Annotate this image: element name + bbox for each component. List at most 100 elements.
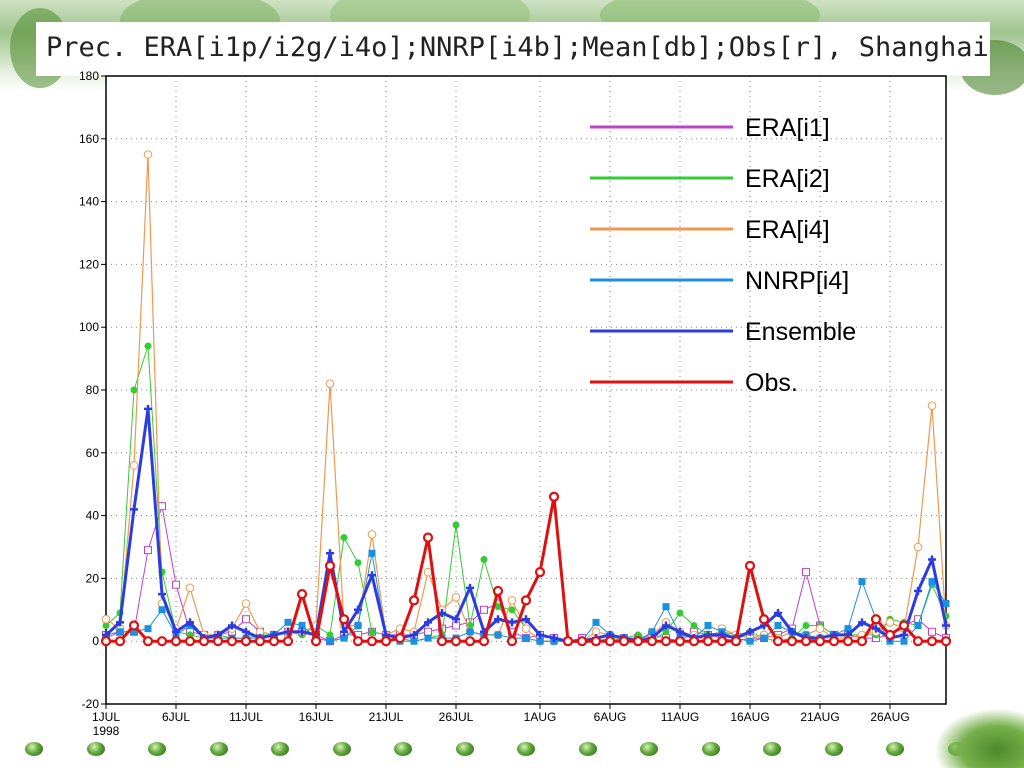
- point-era_i2: [508, 606, 516, 614]
- point-obs: [898, 620, 910, 631]
- point-nnrp_i4: [424, 634, 432, 642]
- point-era_i2: [368, 628, 376, 636]
- x-tick-label: 1JUL: [92, 710, 120, 724]
- point-ensemble: [340, 627, 348, 636]
- point-era_i2: [144, 342, 152, 350]
- point-ensemble: [536, 630, 544, 639]
- bullet-decoration: [701, 742, 720, 756]
- bullet-decoration: [148, 742, 166, 756]
- point-obs: [394, 632, 406, 644]
- point-era_i4: [325, 379, 335, 389]
- point-ensemble: [410, 630, 418, 639]
- x-tick-label: 21JUL: [369, 710, 404, 724]
- point-ensemble: [354, 605, 362, 614]
- point-obs: [100, 636, 112, 647]
- point-obs: [142, 636, 154, 647]
- point-obs: [716, 636, 728, 647]
- point-ensemble: [858, 618, 866, 627]
- point-obs: [436, 636, 448, 647]
- point-obs: [534, 567, 546, 578]
- point-obs: [114, 636, 126, 647]
- bullet-decoration: [517, 742, 535, 756]
- point-obs: [912, 636, 924, 647]
- y-tick-label: 80: [86, 383, 100, 397]
- point-obs: [926, 636, 938, 647]
- point-nnrp_i4: [410, 637, 418, 645]
- point-era_i2: [802, 622, 810, 629]
- point-nnrp_i4: [130, 628, 138, 636]
- point-era_i2: [340, 534, 348, 542]
- point-era_i2: [662, 628, 670, 636]
- point-ensemble: [942, 621, 950, 630]
- point-obs: [576, 636, 588, 647]
- y-tick-label: 60: [86, 446, 100, 460]
- point-era_i4: [101, 614, 111, 624]
- y-tick-label: 100: [79, 320, 99, 334]
- point-obs: [674, 636, 686, 647]
- point-obs: [800, 636, 812, 647]
- point-obs: [660, 636, 672, 647]
- point-era_i4: [927, 401, 937, 411]
- point-obs: [310, 636, 322, 647]
- point-ensemble: [158, 590, 166, 599]
- point-ensemble: [788, 627, 796, 636]
- point-era_i1: [928, 627, 936, 636]
- point-ensemble: [172, 627, 180, 636]
- point-obs: [940, 636, 952, 647]
- x-tick-label: 11JUL: [229, 710, 263, 724]
- bullet-decoration: [25, 742, 43, 756]
- point-ensemble: [144, 404, 152, 413]
- point-obs: [268, 636, 280, 647]
- point-obs: [492, 585, 504, 597]
- bullet-decoration: [455, 742, 474, 756]
- point-ensemble: [900, 630, 908, 639]
- point-nnrp_i4: [774, 622, 782, 629]
- point-nnrp_i4: [284, 618, 292, 626]
- point-obs: [128, 620, 140, 631]
- point-era_i1: [424, 627, 432, 636]
- point-obs: [758, 614, 770, 625]
- point-obs: [282, 636, 294, 647]
- point-obs: [170, 636, 182, 647]
- point-obs: [380, 636, 392, 647]
- y-tick-label: 120: [79, 257, 99, 271]
- point-ensemble: [424, 618, 432, 627]
- point-nnrp_i4: [340, 634, 348, 642]
- x-tick-label: 26JUL: [439, 710, 474, 724]
- point-nnrp_i4: [298, 622, 306, 629]
- point-nnrp_i4: [326, 637, 334, 645]
- chart-title-box: Prec. ERA[i1p/i2g/i4o];NNRP[i4b];Mean[db…: [36, 22, 990, 76]
- point-obs: [842, 636, 854, 647]
- point-obs: [464, 636, 476, 647]
- point-nnrp_i4: [704, 622, 712, 629]
- point-obs: [814, 636, 826, 647]
- point-era_i4: [185, 583, 195, 593]
- point-era_i4: [423, 567, 433, 577]
- point-obs: [884, 629, 896, 641]
- bullet-decoration: [271, 742, 289, 756]
- point-nnrp_i4: [858, 578, 866, 586]
- point-era_i2: [326, 631, 334, 639]
- point-era_i2: [354, 559, 362, 567]
- legend-label-era_i1: ERA[i1]: [745, 114, 830, 142]
- point-obs: [688, 636, 700, 647]
- point-obs: [856, 636, 868, 647]
- point-era_i4: [451, 592, 461, 602]
- corner-leaf-decoration: [934, 708, 1024, 768]
- point-obs: [618, 636, 630, 647]
- point-nnrp_i4: [494, 631, 502, 639]
- point-nnrp_i4: [522, 634, 530, 642]
- point-obs: [562, 636, 574, 647]
- point-nnrp_i4: [746, 637, 754, 645]
- point-ensemble: [298, 627, 306, 636]
- x-tick-label: 1AUG: [524, 710, 557, 724]
- point-obs: [366, 636, 378, 647]
- point-ensemble: [116, 618, 124, 627]
- legend-label-era_i4: ERA[i4]: [745, 216, 830, 244]
- point-obs: [422, 532, 434, 543]
- point-era_i4: [913, 542, 923, 552]
- y-tick-label: 0: [92, 634, 99, 648]
- point-ensemble: [228, 621, 236, 630]
- point-obs: [478, 636, 490, 647]
